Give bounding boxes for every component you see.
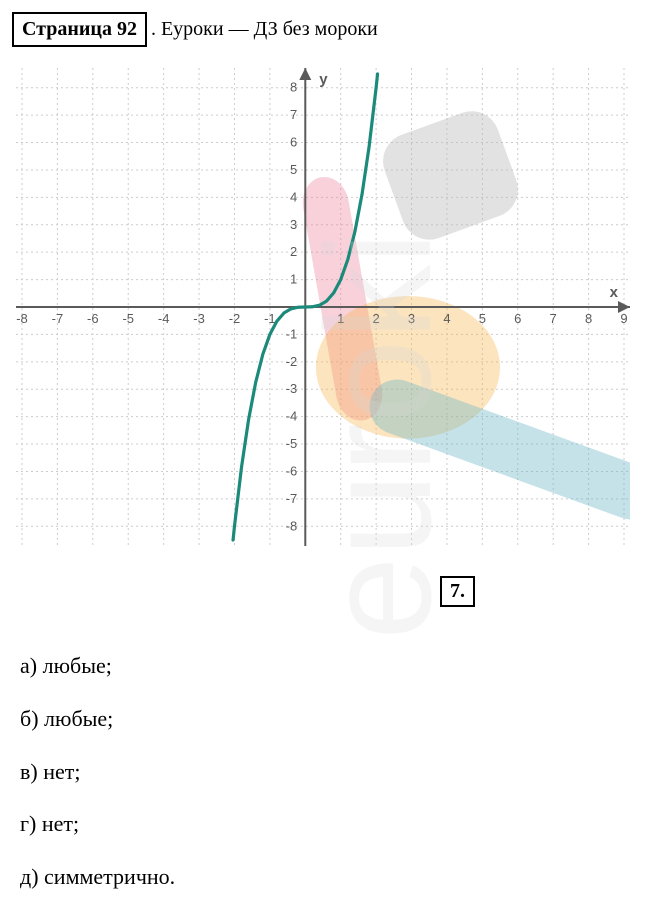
svg-text:4: 4 — [443, 311, 450, 326]
svg-text:7: 7 — [550, 311, 557, 326]
answers-block: а) любые; б) любые; в) нет; г) нет; д) с… — [20, 640, 175, 904]
svg-text:9: 9 — [620, 311, 627, 326]
svg-text:4: 4 — [290, 189, 297, 204]
svg-text:-4: -4 — [158, 311, 170, 326]
svg-text:2: 2 — [290, 244, 297, 259]
answer-g: г) нет; — [20, 798, 175, 851]
chart: -8-7-6-5-4-3-2-1123456789-8-7-6-5-4-3-2-… — [16, 68, 630, 546]
svg-text:3: 3 — [290, 217, 297, 232]
svg-text:-8: -8 — [16, 311, 28, 326]
site-title: . Еуроки — ДЗ без мороки — [151, 18, 378, 40]
answer-b: б) любые; — [20, 693, 175, 746]
task-number-box: 7. — [440, 576, 475, 607]
svg-text:1: 1 — [337, 311, 344, 326]
svg-text:1: 1 — [290, 272, 297, 287]
svg-text:8: 8 — [585, 311, 592, 326]
svg-text:-1: -1 — [286, 326, 298, 341]
svg-text:-4: -4 — [286, 409, 298, 424]
svg-text:3: 3 — [408, 311, 415, 326]
page-header: Страница 92 — [12, 12, 147, 47]
svg-text:2: 2 — [373, 311, 380, 326]
svg-text:-8: -8 — [286, 518, 298, 533]
svg-text:-2: -2 — [286, 354, 298, 369]
svg-text:6: 6 — [514, 311, 521, 326]
svg-text:-3: -3 — [286, 381, 298, 396]
svg-text:y: y — [319, 71, 328, 88]
svg-text:-3: -3 — [193, 311, 205, 326]
svg-text:x: x — [610, 284, 619, 301]
svg-text:-7: -7 — [286, 491, 298, 506]
task-number: 7. — [450, 580, 465, 602]
answer-a: а) любые; — [20, 640, 175, 693]
svg-text:-5: -5 — [286, 436, 298, 451]
svg-text:-6: -6 — [286, 463, 298, 478]
answer-d: д) симметрично. — [20, 851, 175, 904]
svg-text:-7: -7 — [52, 311, 64, 326]
svg-text:-2: -2 — [229, 311, 241, 326]
answer-v: в) нет; — [20, 746, 175, 799]
svg-text:7: 7 — [290, 107, 297, 122]
page-label: Страница 92 — [22, 18, 137, 40]
svg-text:-5: -5 — [122, 311, 134, 326]
svg-text:5: 5 — [290, 162, 297, 177]
svg-text:8: 8 — [290, 80, 297, 95]
svg-text:5: 5 — [479, 311, 486, 326]
svg-text:-6: -6 — [87, 311, 99, 326]
svg-text:6: 6 — [290, 135, 297, 150]
